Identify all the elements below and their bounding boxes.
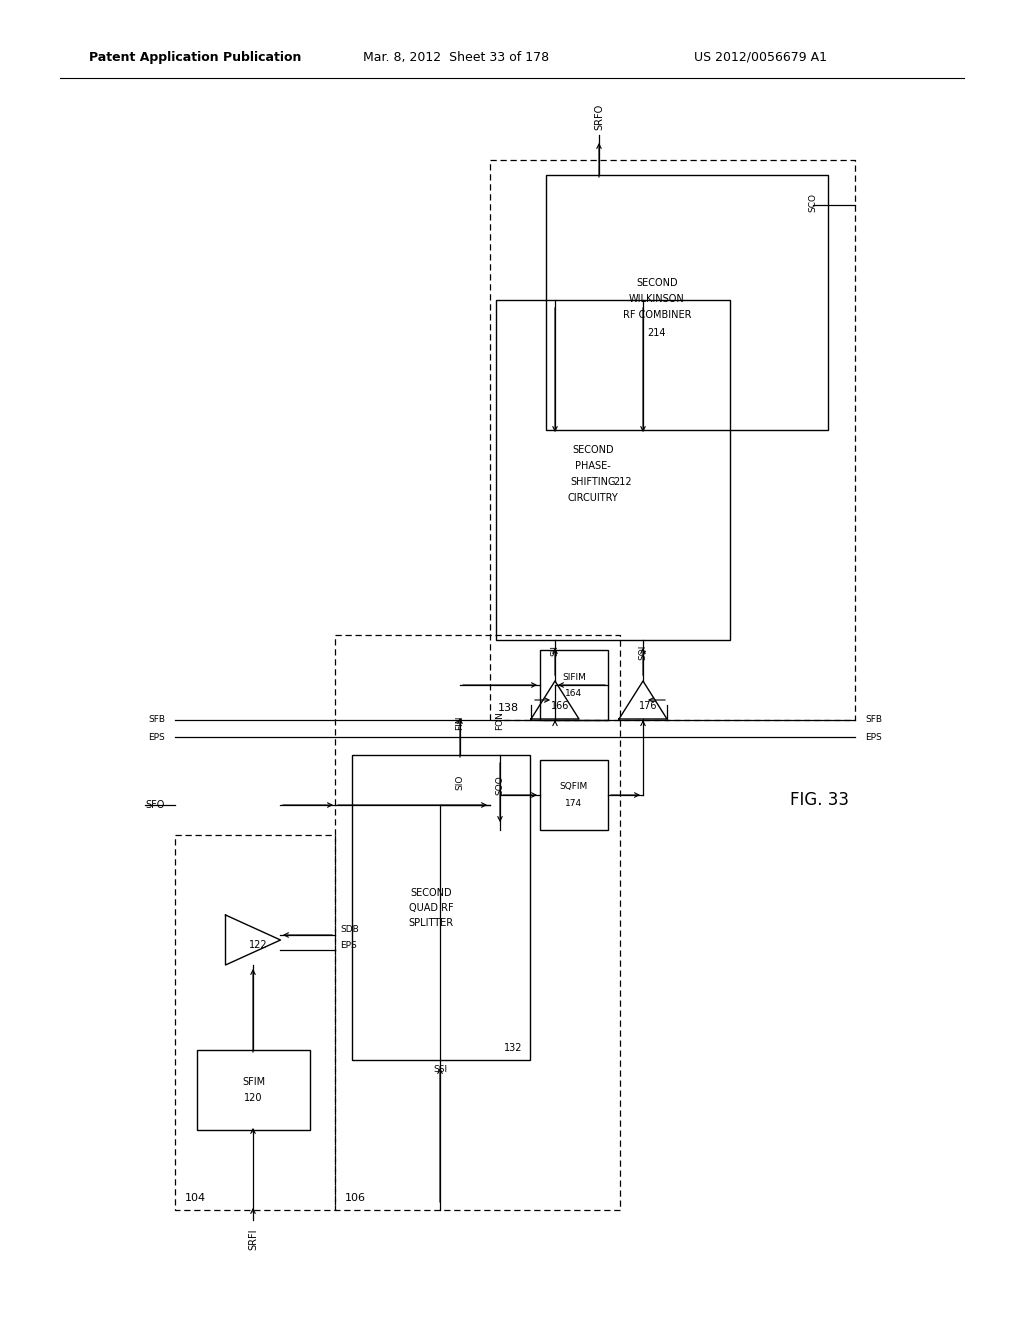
Text: FIN: FIN	[456, 715, 465, 730]
Text: Mar. 8, 2012  Sheet 33 of 178: Mar. 8, 2012 Sheet 33 of 178	[362, 50, 549, 63]
Text: SECOND: SECOND	[572, 445, 613, 455]
Text: SOO: SOO	[496, 775, 505, 795]
Text: SQFIM: SQFIM	[560, 783, 588, 792]
Text: SIFIM: SIFIM	[562, 672, 586, 681]
Text: QUAD RF: QUAD RF	[409, 903, 454, 912]
Text: 166: 166	[551, 701, 569, 711]
Text: Patent Application Publication: Patent Application Publication	[89, 50, 301, 63]
Text: SECOND: SECOND	[636, 277, 678, 288]
Text: SFO: SFO	[145, 800, 165, 810]
Text: SIO: SIO	[456, 775, 465, 791]
Text: CIRCUITRY: CIRCUITRY	[567, 492, 618, 503]
Bar	[540, 760, 608, 830]
Text: FIG. 33: FIG. 33	[791, 791, 850, 809]
Text: 214: 214	[648, 327, 667, 338]
Text: RF COMBINER: RF COMBINER	[623, 309, 691, 319]
Bar	[352, 755, 530, 1060]
Text: SPLITTER: SPLITTER	[409, 917, 454, 928]
Text: US 2012/0056679 A1: US 2012/0056679 A1	[693, 50, 826, 63]
Text: 176: 176	[639, 701, 657, 711]
Text: 138: 138	[498, 704, 519, 713]
Bar	[197, 1049, 310, 1130]
Text: 120: 120	[245, 1093, 263, 1104]
Text: SSI: SSI	[433, 1065, 447, 1074]
Text: 174: 174	[565, 799, 583, 808]
Text: 122: 122	[249, 940, 267, 950]
Text: 164: 164	[565, 689, 583, 697]
Text: SHIFTING: SHIFTING	[570, 477, 615, 487]
Text: SDB: SDB	[340, 925, 358, 935]
Text: EPS: EPS	[340, 940, 356, 949]
Text: SECOND: SECOND	[411, 887, 452, 898]
Text: SQI: SQI	[639, 645, 647, 660]
Bar	[546, 176, 828, 430]
Text: 106: 106	[345, 1193, 366, 1203]
Text: PHASE-: PHASE-	[575, 461, 611, 471]
Text: 132: 132	[504, 1043, 522, 1053]
Text: SCO: SCO	[809, 193, 817, 213]
Text: SII: SII	[551, 645, 559, 656]
Text: 104: 104	[185, 1193, 206, 1203]
Text: EPS: EPS	[865, 733, 882, 742]
Text: 212: 212	[613, 477, 632, 487]
Bar	[540, 649, 608, 719]
Text: SRFO: SRFO	[594, 104, 604, 129]
Bar	[496, 300, 730, 640]
Text: SFB: SFB	[865, 715, 882, 725]
Text: WILKINSON: WILKINSON	[629, 293, 685, 304]
Text: SFIM: SFIM	[242, 1077, 265, 1086]
Text: SFB: SFB	[148, 715, 165, 725]
Text: SRFI: SRFI	[248, 1228, 258, 1250]
Text: EPS: EPS	[148, 733, 165, 742]
Text: FON: FON	[496, 711, 505, 730]
